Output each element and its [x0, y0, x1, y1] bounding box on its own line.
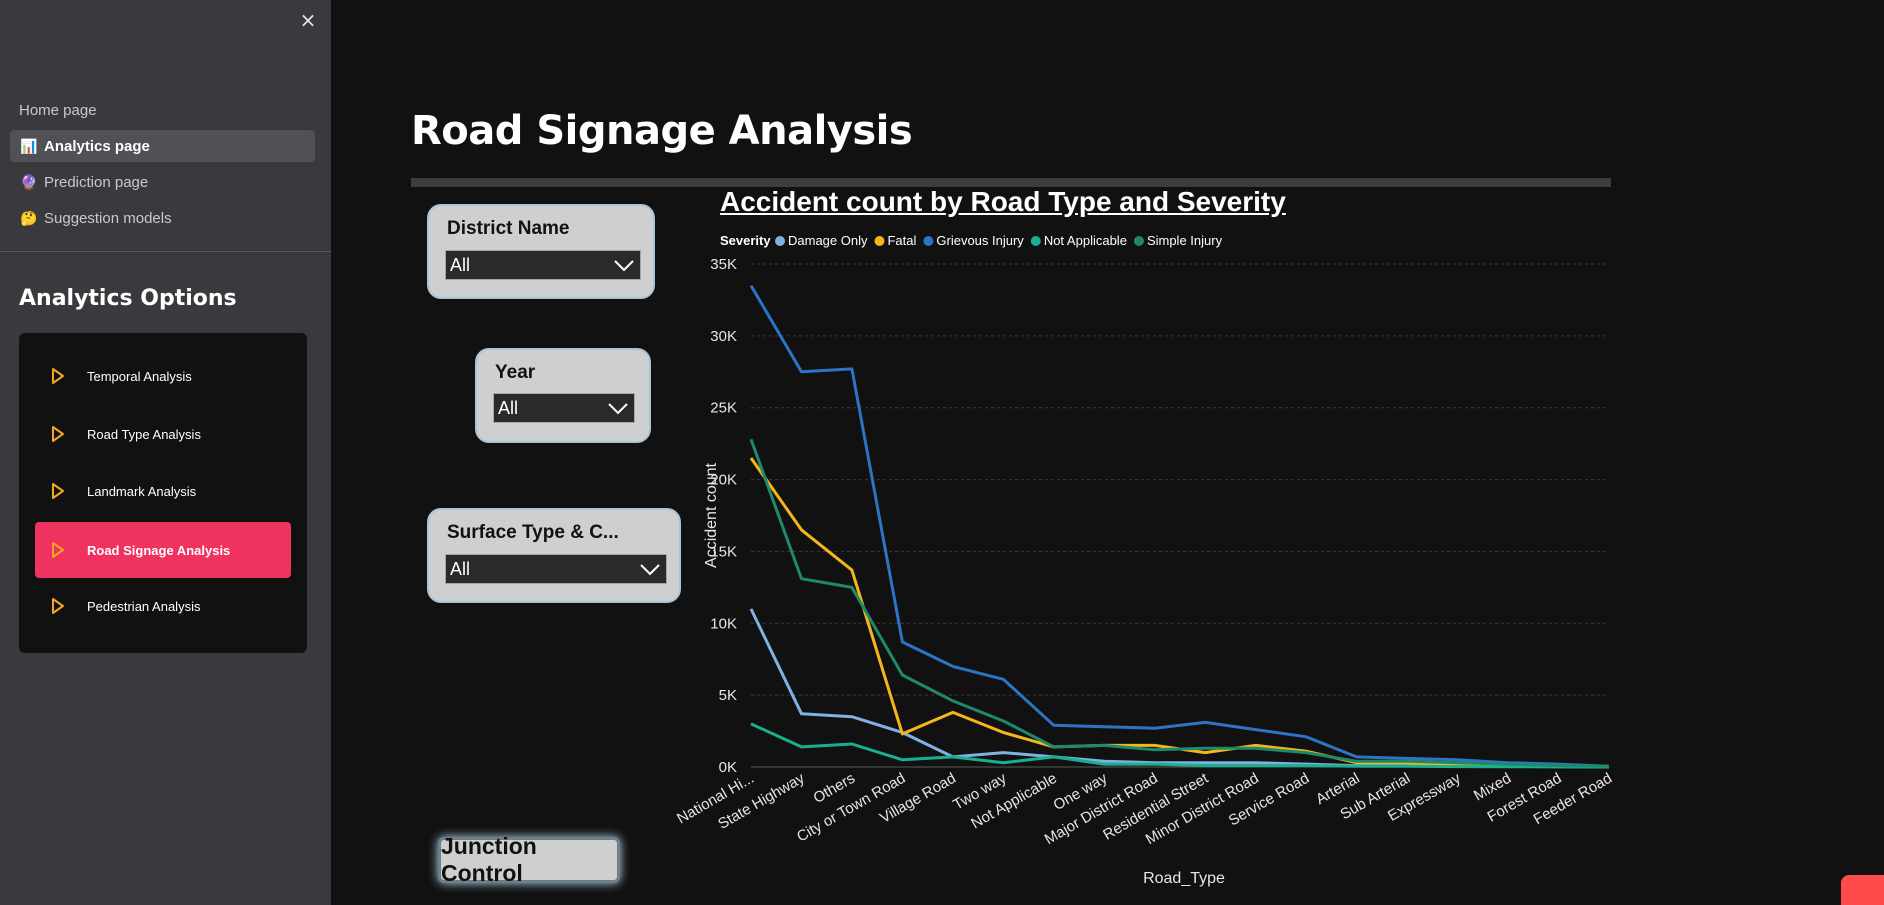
series-line: [749, 438, 1610, 768]
option-road-signage-analysis[interactable]: Road Signage Analysis: [35, 522, 291, 578]
option-landmark-analysis[interactable]: Landmark Analysis: [35, 463, 291, 519]
analytics-options-title: Analytics Options: [19, 286, 237, 311]
play-outline-icon: [51, 597, 69, 615]
surface-select[interactable]: All: [445, 554, 667, 584]
year-select[interactable]: All: [493, 393, 635, 423]
y-tick-label: 10K: [710, 615, 737, 632]
legend-item-label: Simple Injury: [1147, 233, 1223, 248]
option-pedestrian-analysis[interactable]: Pedestrian Analysis: [35, 578, 291, 634]
junction-control-button[interactable]: Junction Control: [438, 833, 620, 886]
legend-marker: [1030, 236, 1041, 246]
series-line: [749, 608, 1610, 769]
chevron-down-icon: [614, 260, 634, 272]
year-filter-card: Year All: [475, 348, 651, 443]
nav-item-prediction[interactable]: 🔮 Prediction page: [10, 166, 315, 198]
close-sidebar-button[interactable]: ×: [299, 8, 317, 32]
option-label: Landmark Analysis: [87, 483, 197, 499]
series-line: [749, 284, 1610, 768]
year-select-value: All: [498, 397, 519, 418]
y-tick-label: 5K: [719, 687, 737, 704]
chevron-down-icon: [640, 564, 660, 576]
y-tick-label: 15K: [710, 543, 737, 560]
nav-item-label: Home page: [19, 101, 97, 119]
play-outline-icon: [51, 367, 69, 385]
option-label: Road Signage Analysis: [87, 542, 231, 558]
x-axis-label: Road_Type: [1143, 870, 1225, 887]
option-label: Road Type Analysis: [87, 426, 201, 442]
nav-item-label: Analytics page: [44, 137, 150, 155]
bar-chart-icon: 📊: [20, 137, 38, 154]
y-axis-label: Accident count: [703, 462, 720, 568]
legend-marker: [1133, 236, 1144, 246]
title-divider: [411, 178, 1611, 187]
surface-filter-card: Surface Type & C... All: [427, 508, 681, 603]
main-content: Road Signage Analysis District Name All …: [331, 0, 1884, 905]
surface-filter-label: Surface Type & C...: [447, 522, 619, 543]
legend-item-label: Not Applicable: [1044, 233, 1127, 248]
year-filter-label: Year: [495, 362, 536, 383]
y-tick-label: 0K: [719, 759, 737, 776]
play-outline-icon: [51, 541, 69, 559]
legend-marker: [923, 236, 934, 246]
surface-select-value: All: [450, 558, 471, 579]
nav-item-label: Suggestion models: [44, 209, 172, 227]
district-select[interactable]: All: [445, 250, 641, 280]
x-tick-label: State Highway: [715, 769, 808, 832]
thinking-face-icon: 🤔: [20, 209, 38, 226]
nav-item-suggestion[interactable]: 🤔 Suggestion models: [10, 202, 315, 234]
page-nav: Home page 📊 Analytics page 🔮 Prediction …: [10, 94, 315, 238]
legend-item-label: Grievous Injury: [936, 233, 1024, 248]
y-tick-label: 20K: [710, 472, 737, 489]
play-outline-icon: [51, 482, 69, 500]
y-tick-label: 35K: [710, 256, 737, 273]
sidebar-divider: [0, 251, 331, 252]
crystal-ball-icon: 🔮: [20, 173, 38, 190]
legend-title: Severity: [720, 233, 771, 248]
analytics-options-menu: Temporal Analysis Road Type Analysis Lan…: [19, 333, 307, 653]
page-title: Road Signage Analysis: [411, 108, 913, 154]
option-road-type-analysis[interactable]: Road Type Analysis: [35, 406, 291, 462]
nav-item-label: Prediction page: [44, 173, 149, 191]
nav-item-home[interactable]: Home page: [10, 94, 315, 126]
streamlit-badge[interactable]: [1841, 875, 1884, 905]
y-tick-label: 25K: [710, 400, 737, 417]
sidebar: × Home page 📊 Analytics page 🔮 Predictio…: [0, 0, 331, 905]
nav-item-analytics[interactable]: 📊 Analytics page: [10, 130, 315, 162]
legend-item-label: Fatal: [887, 233, 916, 248]
option-temporal-analysis[interactable]: Temporal Analysis: [35, 348, 291, 404]
legend-marker: [874, 236, 885, 246]
x-tick-label: Not Applicable: [968, 770, 1060, 833]
y-tick-label: 30K: [710, 328, 737, 345]
series-line: [749, 457, 1610, 769]
option-label: Temporal Analysis: [87, 368, 192, 384]
district-filter-card: District Name All: [427, 204, 655, 299]
legend-marker: [775, 236, 785, 246]
legend-item-label: Damage Only: [788, 233, 868, 248]
play-outline-icon: [51, 425, 69, 443]
chevron-down-icon: [608, 403, 628, 415]
district-filter-label: District Name: [447, 218, 570, 239]
chart-title: Accident count by Road Type and Severity: [720, 186, 1286, 217]
series-line: [750, 722, 1609, 769]
option-label: Pedestrian Analysis: [87, 598, 201, 614]
district-select-value: All: [450, 254, 471, 275]
